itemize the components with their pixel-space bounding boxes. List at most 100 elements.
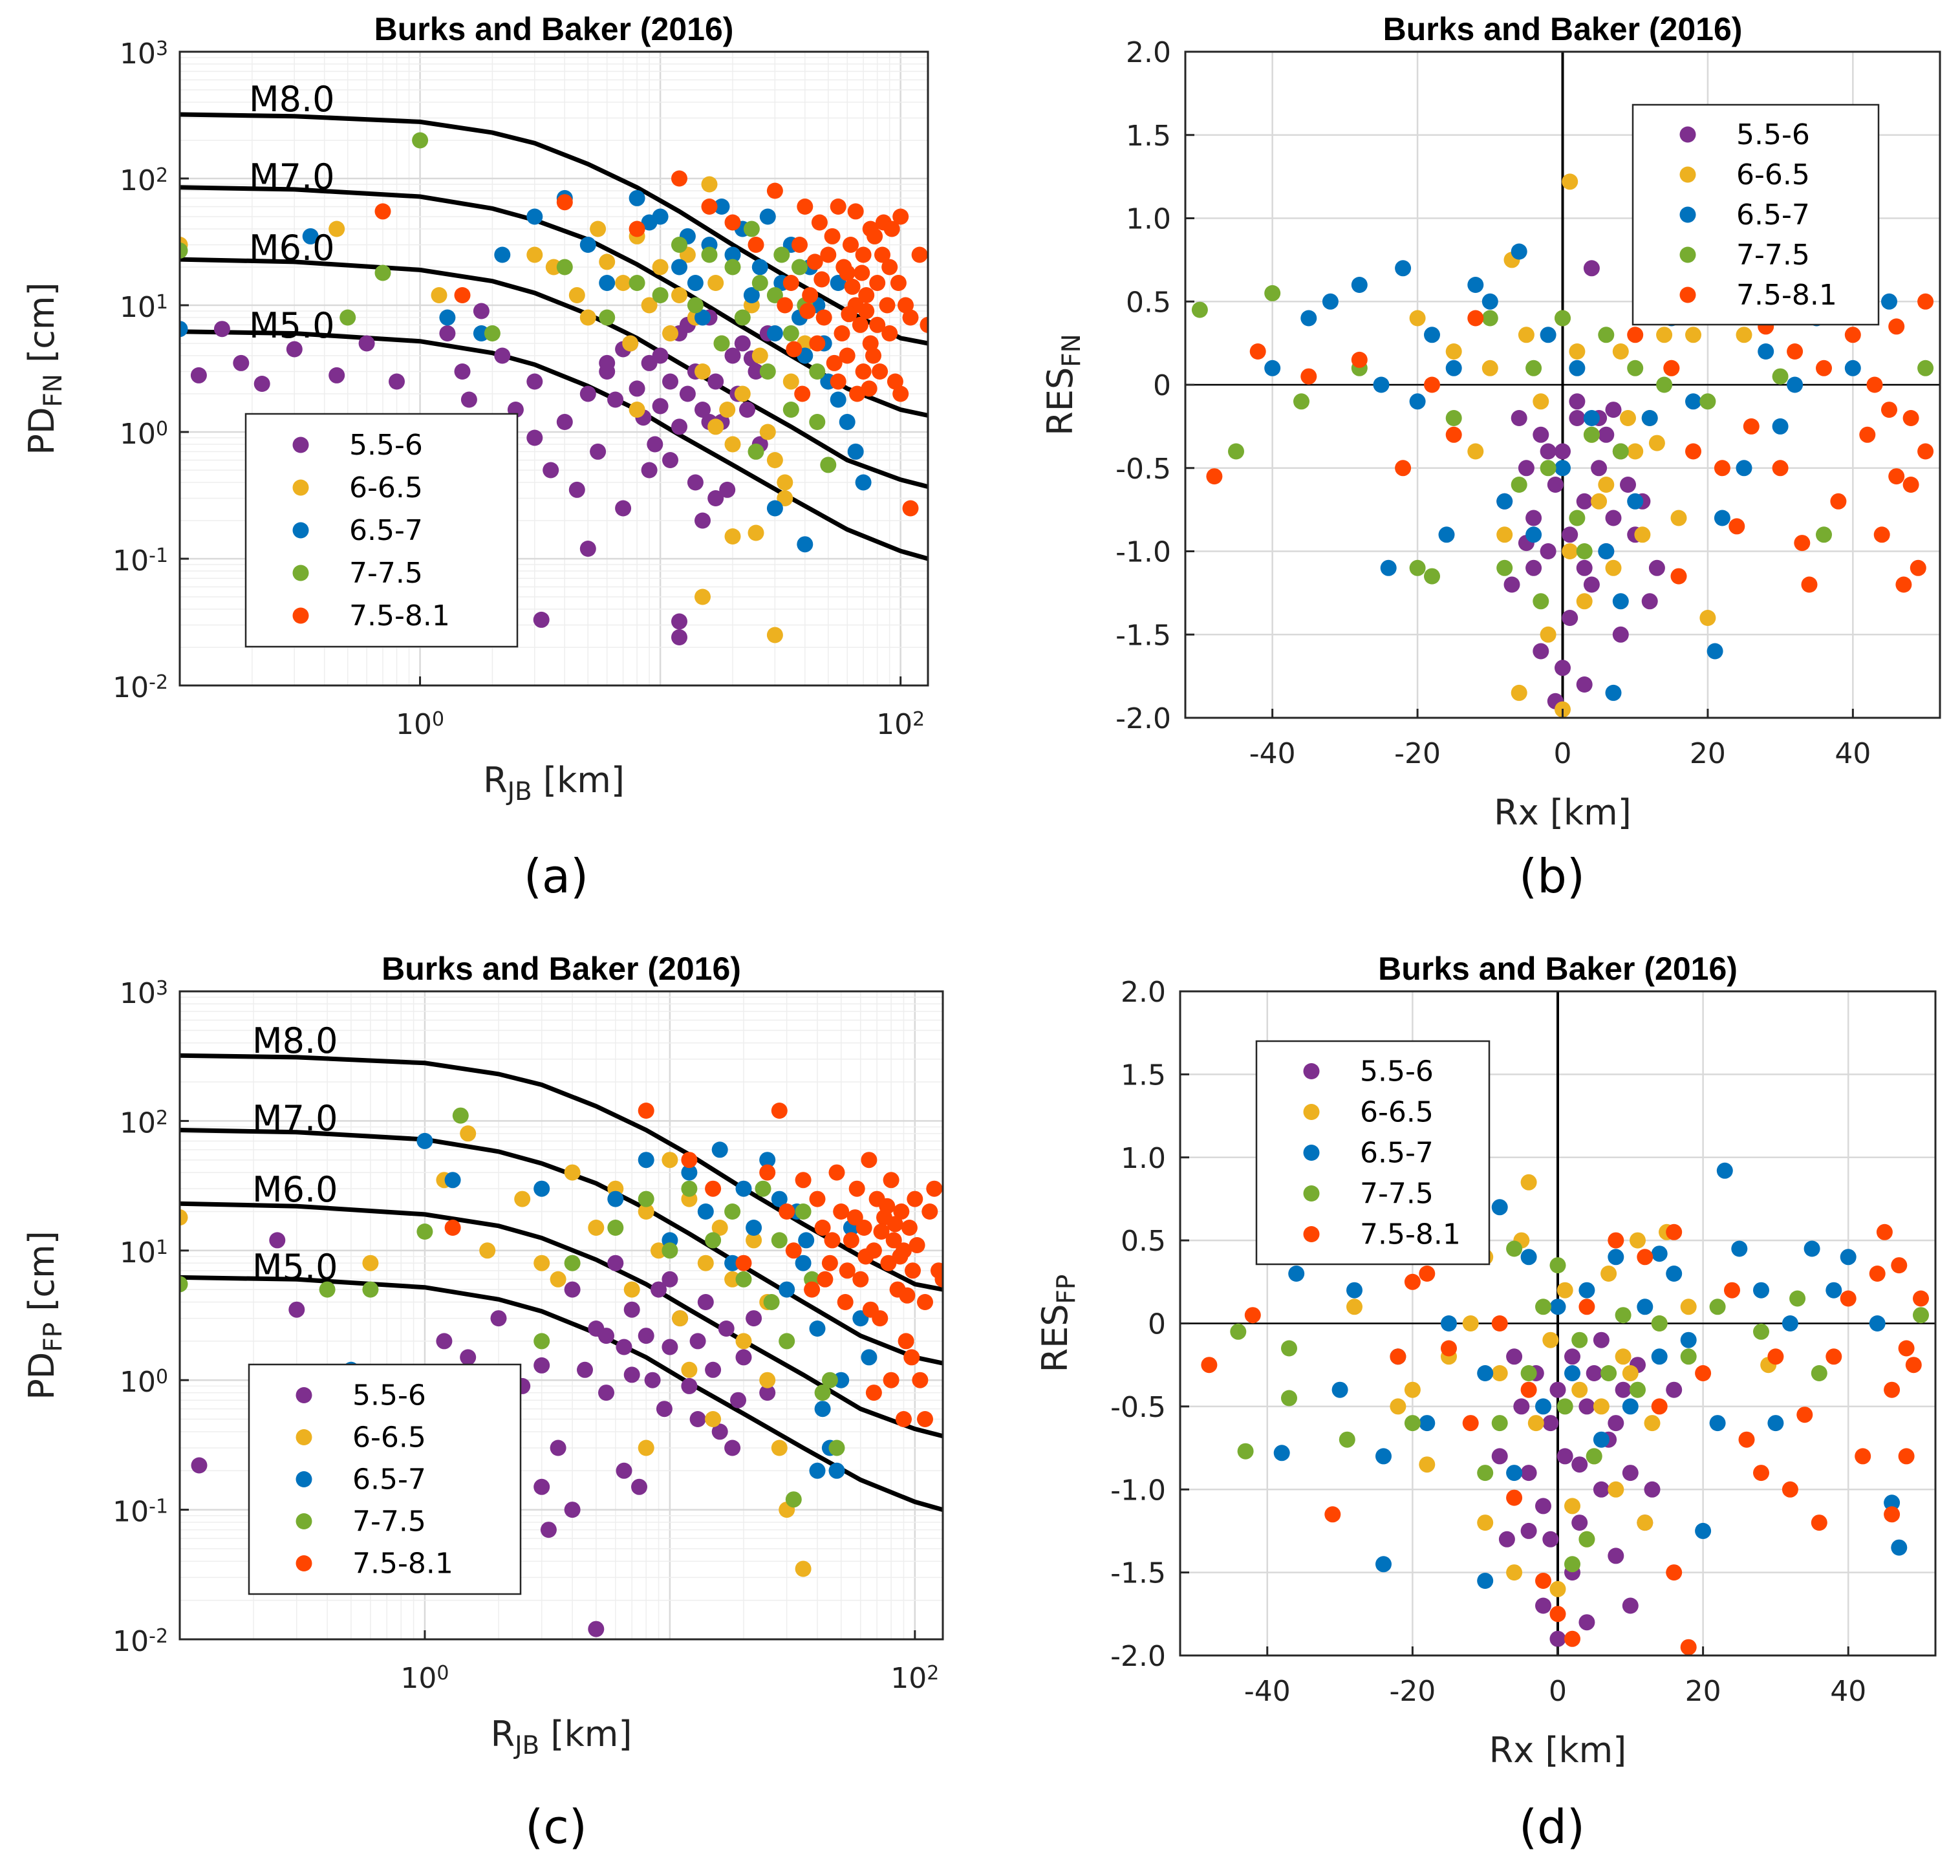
data-point-5.5-6 <box>1525 559 1542 576</box>
data-point-7.5-8.1 <box>1666 1224 1683 1240</box>
data-point-7-7.5 <box>1680 1348 1697 1365</box>
data-point-6-6.5 <box>734 385 751 402</box>
data-point-5.5-6 <box>579 385 596 402</box>
data-point-5.5-6 <box>1648 559 1665 576</box>
data-point-7.5-8.1 <box>766 182 783 199</box>
data-point-6.5-7 <box>759 208 776 225</box>
data-point-7-7.5 <box>1404 1415 1421 1432</box>
data-point-7.5-8.1 <box>1881 402 1897 418</box>
data-point-5.5-6 <box>473 303 490 319</box>
data-point-7.5-8.1 <box>1249 343 1266 360</box>
data-point-7.5-8.1 <box>841 306 857 323</box>
data-point-5.5-6 <box>550 1439 566 1456</box>
legend-label: 6-6.5 <box>349 471 423 504</box>
data-point-7-7.5 <box>671 237 687 253</box>
y-tick-label: 100 <box>120 418 168 451</box>
data-points <box>180 132 928 645</box>
data-point-6-6.5 <box>662 325 678 341</box>
data-point-7.5-8.1 <box>1491 1315 1508 1332</box>
data-point-6.5-7 <box>579 237 596 253</box>
data-point-7.5-8.1 <box>826 354 843 371</box>
data-point-6-6.5 <box>1736 327 1752 343</box>
data-point-7.5-8.1 <box>1913 1290 1929 1307</box>
data-point-7.5-8.1 <box>1714 460 1730 477</box>
data-point-7.5-8.1 <box>724 214 741 231</box>
data-point-5.5-6 <box>707 373 724 390</box>
data-point-6-6.5 <box>701 176 718 193</box>
data-point-5.5-6 <box>1583 576 1600 593</box>
axes-box <box>178 990 944 1641</box>
data-point-7-7.5 <box>795 1203 812 1220</box>
data-point-7.5-8.1 <box>837 1294 854 1310</box>
data-point-7.5-8.1 <box>1902 477 1919 493</box>
data-point-7.5-8.1 <box>1891 1257 1908 1274</box>
data-point-6-6.5 <box>759 1372 776 1388</box>
data-point-7.5-8.1 <box>1651 1398 1668 1415</box>
data-point-7.5-8.1 <box>1666 1564 1683 1581</box>
legend-label: 7.5-8.1 <box>349 599 450 632</box>
data-point-7-7.5 <box>1264 285 1281 301</box>
data-point-6.5-7 <box>735 1180 752 1197</box>
data-point-6-6.5 <box>1598 477 1615 493</box>
data-point-7.5-8.1 <box>869 316 886 333</box>
legend-marker-6.5-7 <box>1303 1145 1320 1161</box>
panel-label: (a) <box>524 849 588 903</box>
data-point-6-6.5 <box>672 1310 689 1327</box>
data-point-7-7.5 <box>533 1333 550 1350</box>
data-point-7-7.5 <box>1651 1315 1668 1332</box>
curve-m7-0 <box>180 185 928 418</box>
data-point-7.5-8.1 <box>879 1198 896 1214</box>
y-tick-label: 103 <box>120 977 168 1010</box>
data-point-6.5-7 <box>779 1281 795 1298</box>
data-point-5.5-6 <box>1622 1465 1639 1482</box>
data-point-5.5-6 <box>1513 1398 1530 1415</box>
data-point-7.5-8.1 <box>1869 1266 1886 1282</box>
data-point-7.5-8.1 <box>867 228 883 244</box>
legend-marker-5.5-6 <box>1303 1063 1320 1079</box>
data-point-6.5-7 <box>861 1349 878 1366</box>
data-point-7.5-8.1 <box>1424 376 1440 393</box>
y-tick-label: 10-2 <box>113 1625 168 1658</box>
data-point-7.5-8.1 <box>858 303 875 319</box>
data-point-6-6.5 <box>1518 327 1535 343</box>
data-point-5.5-6 <box>599 354 616 371</box>
data-point-7.5-8.1 <box>1419 1266 1436 1282</box>
data-point-7.5-8.1 <box>824 228 841 244</box>
y-tick-label: 0 <box>1153 369 1171 402</box>
data-point-6.5-7 <box>1564 1365 1580 1381</box>
y-tick-label: 2.0 <box>1121 976 1166 1009</box>
data-point-7-7.5 <box>1445 410 1462 426</box>
data-point-5.5-6 <box>439 325 456 341</box>
legend-marker-6-6.5 <box>292 479 309 496</box>
data-point-6-6.5 <box>671 287 687 303</box>
data-point-7-7.5 <box>713 335 730 352</box>
data-point-7-7.5 <box>1598 327 1615 343</box>
data-point-6.5-7 <box>766 325 783 341</box>
legend-marker-7.5-8.1 <box>1679 286 1696 303</box>
data-point-7.5-8.1 <box>1787 343 1804 360</box>
data-point-7.5-8.1 <box>901 1220 918 1236</box>
data-point-7-7.5 <box>1533 593 1549 610</box>
y-tick-label: 1.5 <box>1126 120 1171 153</box>
data-point-6-6.5 <box>1419 1456 1436 1473</box>
data-point-7-7.5 <box>779 1333 795 1350</box>
data-point-6.5-7 <box>1605 684 1622 701</box>
data-point-7.5-8.1 <box>792 237 808 253</box>
data-point-7.5-8.1 <box>828 1164 845 1181</box>
data-point-6.5-7 <box>607 1191 624 1207</box>
data-point-7.5-8.1 <box>1753 1465 1769 1482</box>
data-point-5.5-6 <box>607 1255 624 1271</box>
data-point-6.5-7 <box>1869 1315 1886 1332</box>
legend-marker-7-7.5 <box>296 1513 312 1529</box>
data-point-6.5-7 <box>416 1132 433 1149</box>
data-point-7.5-8.1 <box>1724 1282 1740 1299</box>
data-point-7.5-8.1 <box>782 275 799 291</box>
data-point-6-6.5 <box>662 1152 678 1169</box>
data-point-6.5-7 <box>1375 1556 1392 1573</box>
data-point-5.5-6 <box>1503 576 1520 593</box>
data-point-7.5-8.1 <box>892 208 909 225</box>
data-point-7.5-8.1 <box>1395 460 1412 477</box>
data-point-5.5-6 <box>1520 1522 1537 1539</box>
legend-label: 5.5-6 <box>352 1379 426 1412</box>
